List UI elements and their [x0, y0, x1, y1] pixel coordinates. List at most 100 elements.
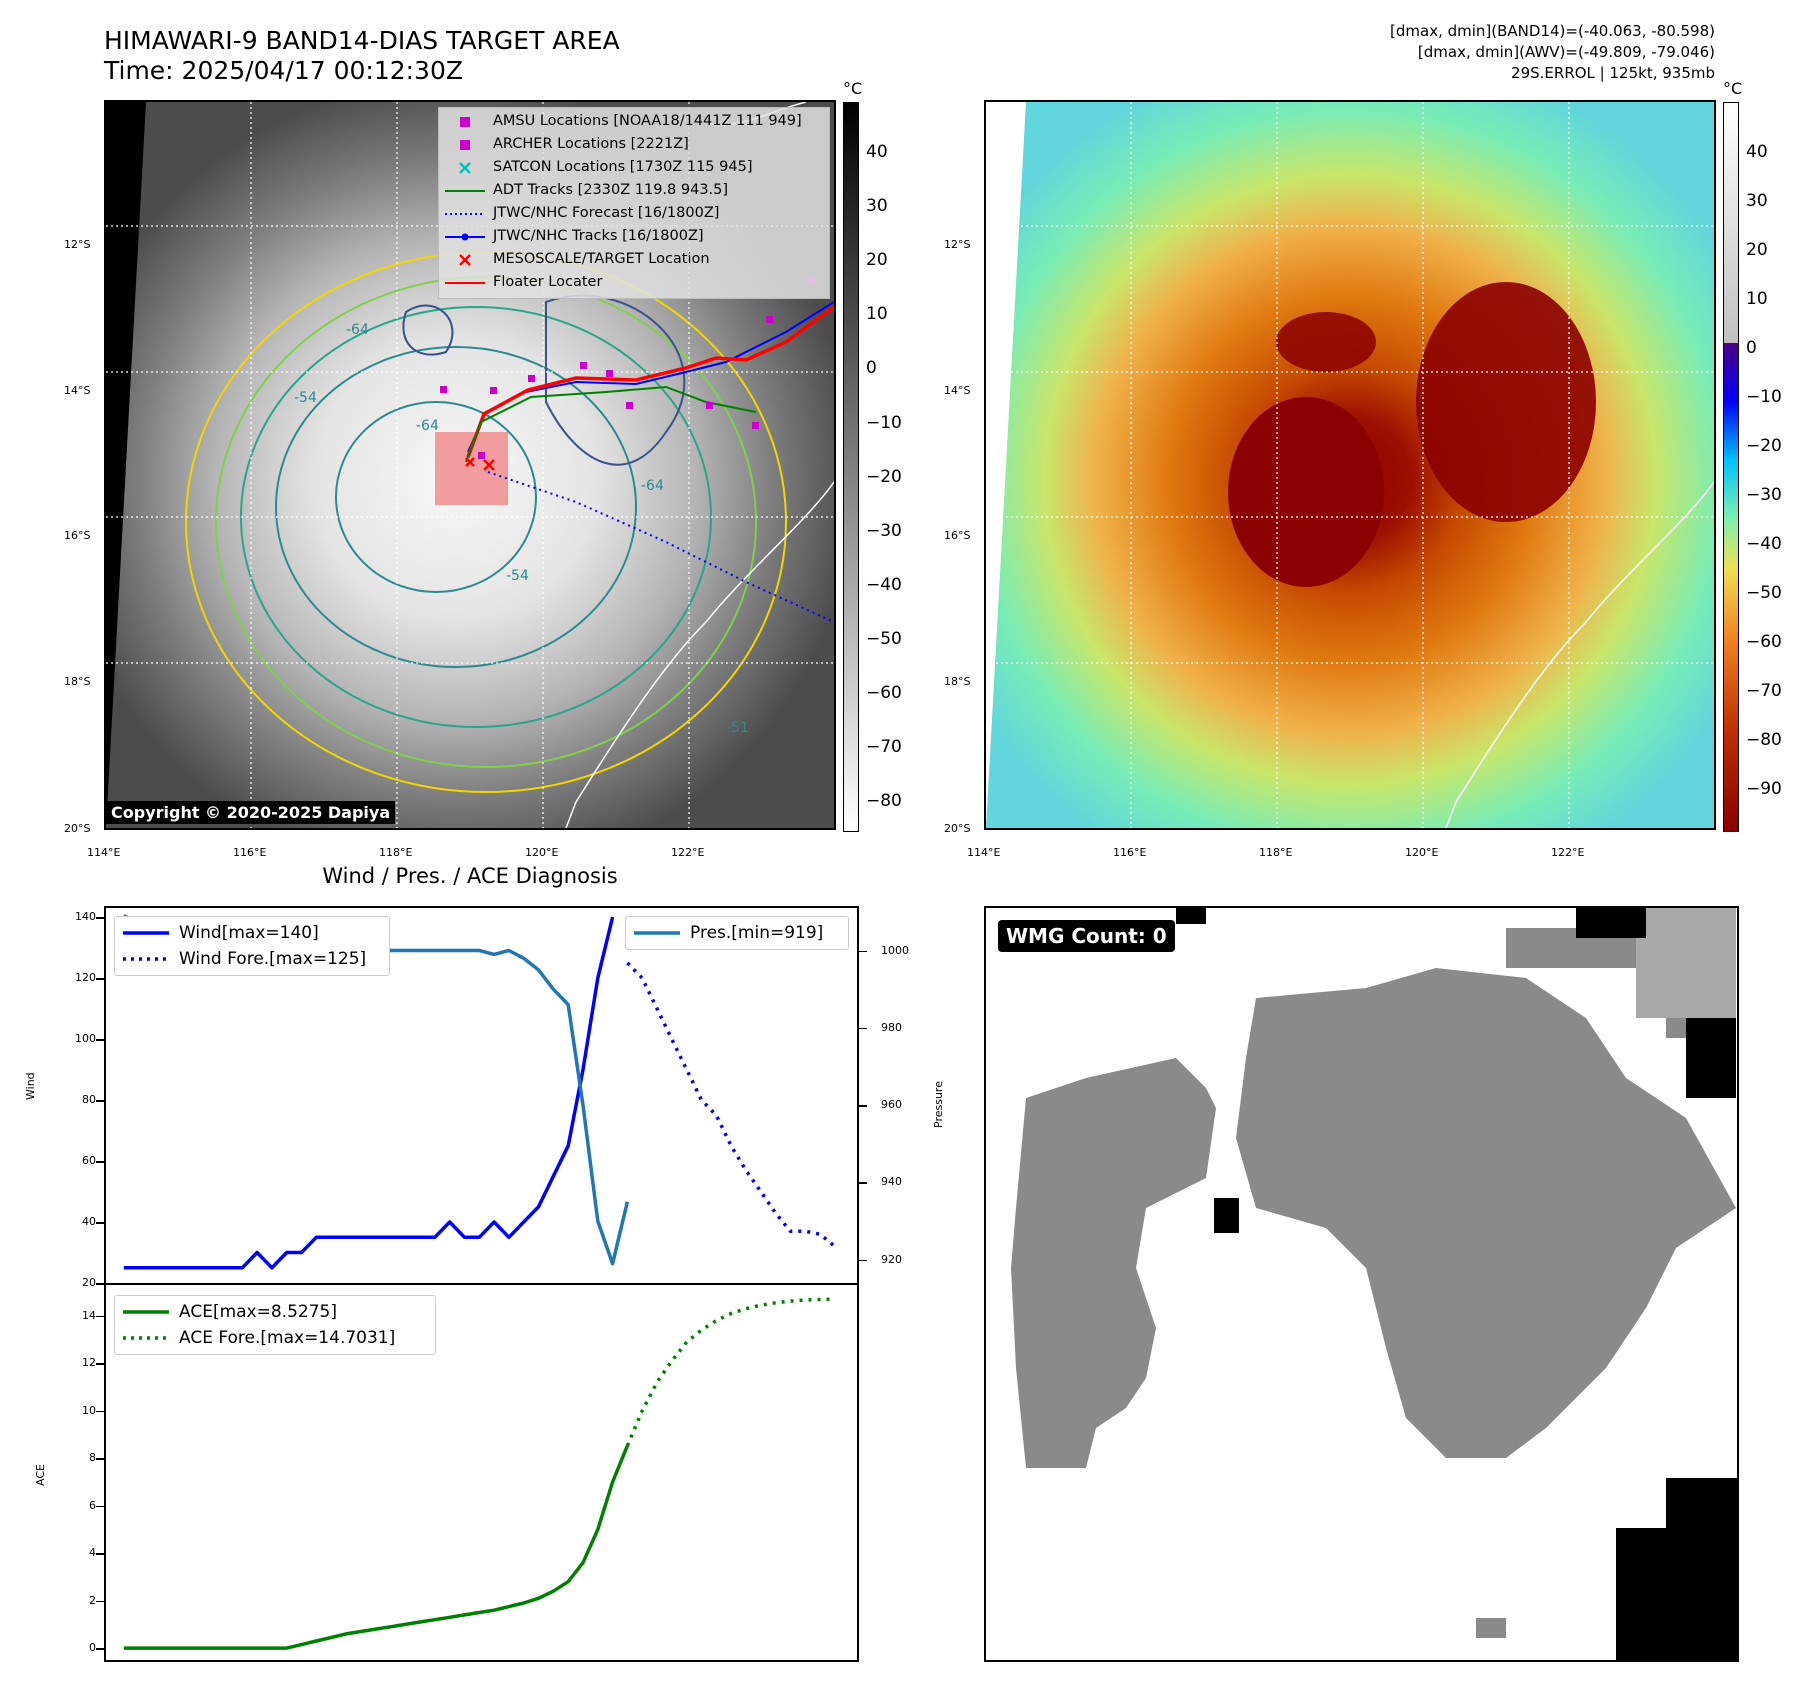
- axis-tick-label: 120: [75, 971, 96, 985]
- ace-line: [123, 1445, 630, 1650]
- pressure-legend: Pres.[min=919]: [625, 916, 849, 950]
- legend-ace: ACE[max=8.5275]: [123, 1299, 427, 1325]
- line-icon: [123, 930, 169, 936]
- axis-tick-mark: [96, 1648, 104, 1650]
- axis-tick-mark: [96, 1600, 104, 1603]
- jtwc-forecast-track: [487, 471, 834, 623]
- colorbar-tick-label: −10: [866, 412, 902, 433]
- axis-tick-label: 80: [82, 1093, 96, 1107]
- ace-legend: ACE[max=8.5275] ACE Fore.[max=14.7031]: [114, 1295, 436, 1355]
- copyright-label: Copyright © 2020-2025 Dapiya: [106, 801, 396, 824]
- colorbar-tick-label: 0: [1746, 338, 1757, 358]
- axis-tick-mark: [96, 1505, 104, 1508]
- axis-tick-label: 10: [82, 1403, 96, 1417]
- square-marker-icon: [445, 139, 485, 150]
- colorbar-tick-label: −80: [1746, 730, 1782, 750]
- awv-range: [dmax, dmin](AWV)=(-49.809, -79.046): [1417, 43, 1715, 61]
- colorbar-tick-label: 20: [1746, 240, 1768, 260]
- axis-tick-mark: [859, 1027, 867, 1030]
- axis-tick-label: 140: [75, 910, 96, 924]
- legend-satcon: SATCON Locations [1730Z 115 945]: [445, 156, 823, 179]
- target-markers: [465, 457, 495, 471]
- contour-label: -64: [346, 322, 369, 338]
- awv-satellite-image: [986, 102, 1714, 828]
- colorbar-tick-label: 0: [866, 358, 877, 379]
- dotted-line-icon: [123, 956, 169, 962]
- colorbar-tick-label: 10: [866, 304, 888, 325]
- ace-plot: ACE[max=8.5275] ACE Fore.[max=14.7031]: [104, 1283, 859, 1662]
- contour-label: -54: [294, 390, 317, 406]
- lat-label: 16°S: [944, 529, 971, 542]
- lat-label: 12°S: [64, 238, 91, 251]
- colorbar-tick-label: −50: [866, 628, 902, 649]
- floater-track: [466, 305, 834, 458]
- axis-tick-label: 20: [82, 1276, 96, 1289]
- pressure-ylabel: Pressure: [932, 1081, 945, 1128]
- axis-tick-label: 4: [89, 1546, 96, 1560]
- axis-tick-label: 40: [82, 1215, 96, 1229]
- axis-tick-label: 980: [881, 1020, 902, 1034]
- band14-map-panel: -64 -54 -64 -54 -64 -51 AMSU Locations […: [104, 100, 836, 830]
- lon-label: 120°E: [525, 846, 559, 859]
- colorbar-tick-label: 40: [866, 142, 888, 162]
- lat-label: 14°S: [944, 384, 971, 397]
- colorbar-tick-label: −90: [1746, 779, 1782, 799]
- contour-label: -64: [641, 478, 664, 494]
- colorbar-tick-label: 10: [1746, 289, 1768, 309]
- wind-forecast-line: [626, 961, 836, 1248]
- colorbar-tick-label: −50: [1746, 583, 1782, 603]
- contour-label: -64: [416, 418, 439, 434]
- ace-ylabel: ACE: [34, 1464, 47, 1486]
- dotted-line-icon: [445, 211, 485, 217]
- x-marker-icon: [445, 161, 485, 174]
- axis-tick-label: 6: [89, 1498, 96, 1512]
- axis-tick-label: 920: [881, 1252, 902, 1266]
- axis-tick-label: 12: [82, 1356, 96, 1370]
- axis-tick-mark: [96, 1553, 104, 1555]
- lon-label: 118°E: [379, 846, 413, 859]
- colorbar-unit: °C: [843, 79, 863, 98]
- lat-label: 20°S: [64, 822, 91, 835]
- storm-info: 29S.ERROL | 125kt, 935mb: [1511, 64, 1715, 82]
- axis-tick-mark: [859, 1105, 867, 1107]
- axis-tick-mark: [859, 950, 867, 953]
- figure-title: HIMAWARI-9 BAND14-DIAS TARGET AREA: [104, 26, 620, 55]
- lon-label: 122°E: [671, 846, 705, 859]
- axis-tick-mark: [859, 1259, 867, 1262]
- colorbar-tick-label: −20: [1746, 436, 1782, 456]
- axis-tick-label: 0: [89, 1641, 96, 1655]
- line-icon: [123, 1309, 169, 1315]
- colorbar-unit: °C: [1723, 79, 1743, 98]
- legend-jtwc-forecast: JTWC/NHC Forecast [16/1800Z]: [445, 202, 823, 225]
- diagnosis-title: Wind / Pres. / ACE Diagnosis: [322, 864, 618, 888]
- line-icon: [634, 930, 680, 936]
- contour-label: -51: [726, 720, 749, 736]
- axis-tick-mark: [96, 1315, 104, 1318]
- wind-pressure-plot: Wind[max=140] Wind Fore.[max=125] Pres.[…: [104, 906, 859, 1285]
- colorbar-tick-label: 20: [866, 250, 888, 271]
- lat-label: 18°S: [944, 675, 971, 688]
- colorbar-tick-label: −80: [866, 791, 902, 812]
- lon-label: 116°E: [233, 846, 267, 859]
- axis-tick-mark: [96, 1161, 104, 1163]
- ace-canvas: [123, 1297, 835, 1650]
- lat-label: 16°S: [64, 529, 91, 542]
- legend-amsu: AMSU Locations [NOAA18/1441Z 111 949]: [445, 110, 823, 133]
- colorbar-tick-label: −10: [1746, 387, 1782, 407]
- lon-label: 114°E: [87, 846, 121, 859]
- lon-label: 116°E: [1113, 846, 1147, 859]
- axis-tick-label: 940: [881, 1175, 902, 1189]
- legend-pressure: Pres.[min=919]: [634, 920, 840, 946]
- contour-label: -54: [506, 568, 529, 584]
- axis-tick-mark: [96, 917, 104, 919]
- x-marker-icon: [445, 253, 485, 266]
- dotted-line-icon: [123, 1335, 169, 1341]
- axis-tick-mark: [96, 1363, 104, 1365]
- wind-ylabel: Wind: [24, 1072, 37, 1100]
- lon-label: 114°E: [967, 846, 1001, 859]
- axis-tick-mark: [96, 1222, 104, 1224]
- wmg-panel: WMG Count: 0: [984, 906, 1739, 1662]
- colorbar-tick-label: 40: [1746, 142, 1768, 162]
- axis-tick-mark: [96, 1283, 104, 1285]
- axis-tick-label: 960: [881, 1098, 902, 1112]
